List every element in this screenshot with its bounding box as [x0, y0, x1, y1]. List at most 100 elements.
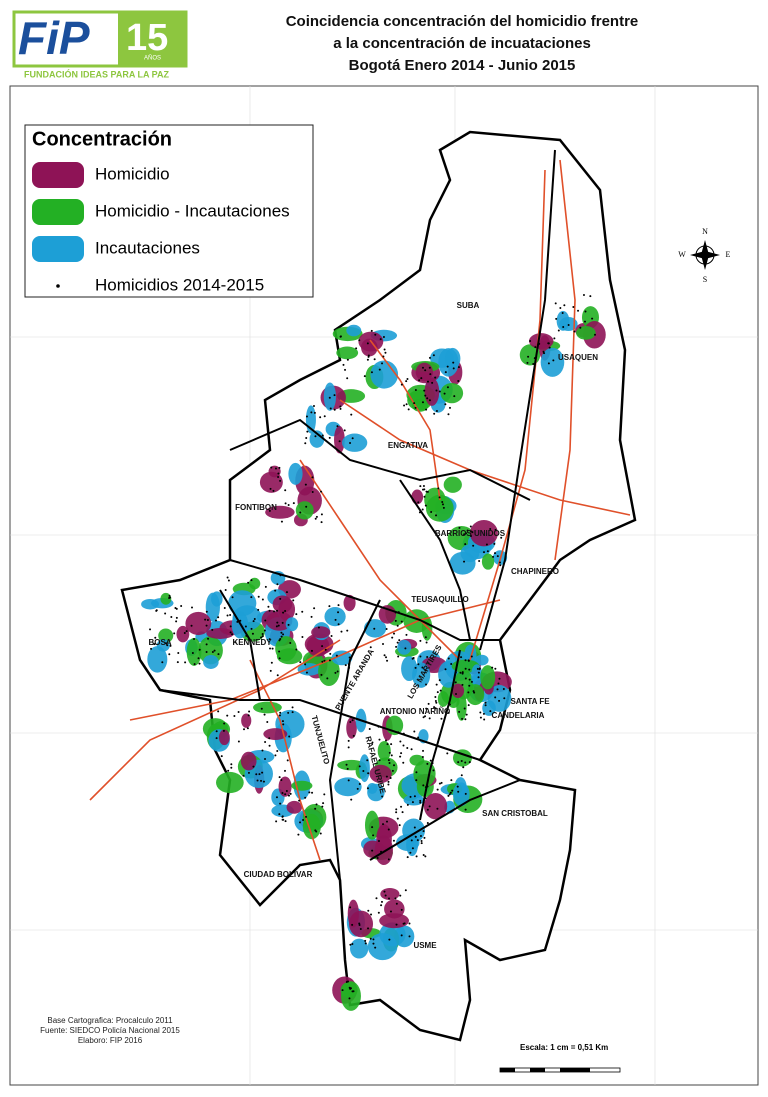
concentration-area — [346, 717, 357, 739]
homicide-point — [436, 788, 439, 791]
homicide-point — [347, 746, 350, 749]
homicide-point — [428, 717, 431, 720]
concentration-area — [482, 700, 496, 716]
homicide-point — [579, 326, 582, 329]
homicide-point — [388, 751, 391, 754]
homicide-point — [321, 645, 324, 648]
homicide-point — [311, 491, 314, 494]
homicide-point — [261, 771, 264, 774]
homicide-point — [405, 403, 408, 406]
homicide-point — [464, 808, 467, 811]
homicide-point — [421, 366, 424, 369]
homicide-point — [430, 510, 433, 513]
homicide-point — [453, 395, 456, 398]
homicide-point — [335, 654, 338, 657]
locality-label: ANTONIO NARIÑO — [380, 707, 451, 716]
homicide-point — [291, 706, 294, 709]
homicide-point — [368, 727, 371, 730]
homicide-point — [166, 644, 169, 647]
homicide-point — [342, 363, 345, 366]
homicide-point — [270, 661, 273, 664]
homicide-point — [260, 636, 263, 639]
homicide-point — [373, 358, 376, 361]
homicide-point — [447, 413, 450, 416]
concentration-area — [265, 505, 295, 519]
concentration-area — [323, 382, 337, 411]
homicide-point — [276, 750, 279, 753]
homicide-point — [385, 775, 388, 778]
homicide-point — [349, 987, 352, 990]
homicide-point — [305, 671, 308, 674]
scale: Escala: 1 cm = 0,51 Km — [499, 1043, 621, 1073]
homicide-point — [222, 729, 225, 732]
homicide-point — [277, 476, 280, 479]
homicide-point — [420, 377, 423, 380]
compass-n: N — [702, 227, 708, 236]
homicide-point — [169, 644, 172, 647]
homicide-point — [503, 697, 506, 700]
concentration-area — [341, 433, 368, 452]
homicide-point — [444, 403, 447, 406]
homicide-point — [477, 676, 480, 679]
homicide-point — [217, 653, 220, 656]
concentration-area — [263, 728, 288, 740]
homicide-point — [282, 633, 285, 636]
homicide-point — [256, 779, 259, 782]
homicide-point — [559, 306, 562, 309]
homicide-point — [366, 787, 369, 790]
homicide-point — [289, 792, 292, 795]
homicide-point — [346, 629, 349, 632]
homicide-point — [423, 836, 426, 839]
concentration-area — [466, 684, 485, 706]
homicide-point — [205, 651, 208, 654]
homicide-point — [426, 490, 429, 493]
legend-label: Homicidio - Incautaciones — [95, 201, 290, 220]
homicide-point — [274, 589, 277, 592]
homicide-point — [313, 411, 316, 414]
homicide-point — [264, 585, 267, 588]
logo-years-label: AÑOS — [144, 55, 161, 62]
homicide-point — [295, 613, 298, 616]
homicide-point — [370, 329, 373, 332]
homicide-point — [323, 659, 326, 662]
homicide-point — [573, 330, 576, 333]
homicide-point — [320, 673, 323, 676]
homicide-point — [284, 502, 287, 505]
homicide-point — [217, 616, 220, 619]
homicide-point — [468, 761, 471, 764]
homicide-point — [263, 629, 266, 632]
concentration-area — [415, 362, 433, 382]
homicide-point — [547, 362, 550, 365]
homicide-point — [352, 990, 355, 993]
homicide-point — [358, 339, 361, 342]
concentration-area — [340, 981, 358, 999]
homicide-point — [412, 657, 415, 660]
locality-label: FONTIBON — [235, 503, 277, 512]
homicide-point — [446, 386, 449, 389]
homicide-point — [279, 479, 282, 482]
homicide-point — [441, 501, 444, 504]
homicide-point — [420, 842, 423, 845]
homicide-point — [424, 669, 427, 672]
homicide-point — [423, 488, 426, 491]
source-line: Base Cartografica: Procalculo 2011 — [47, 1016, 173, 1025]
locality-label: TEUSAQUILLO — [411, 595, 468, 604]
homicide-point — [190, 606, 193, 609]
homicide-point — [346, 767, 349, 770]
concentration-area — [469, 519, 498, 547]
homicide-point — [548, 346, 551, 349]
homicide-point — [387, 759, 390, 762]
homicide-point — [414, 406, 417, 409]
homicide-point — [464, 792, 467, 795]
homicide-point — [323, 793, 326, 796]
homicide-point — [552, 359, 555, 362]
homicide-point — [349, 441, 352, 444]
homicide-point — [435, 701, 438, 704]
homicide-point — [424, 715, 427, 718]
homicide-point — [339, 335, 342, 338]
homicide-point — [388, 938, 391, 941]
homicide-point — [305, 815, 308, 818]
homicide-point — [333, 394, 336, 397]
homicide-point — [260, 779, 263, 782]
homicide-point — [328, 396, 331, 399]
